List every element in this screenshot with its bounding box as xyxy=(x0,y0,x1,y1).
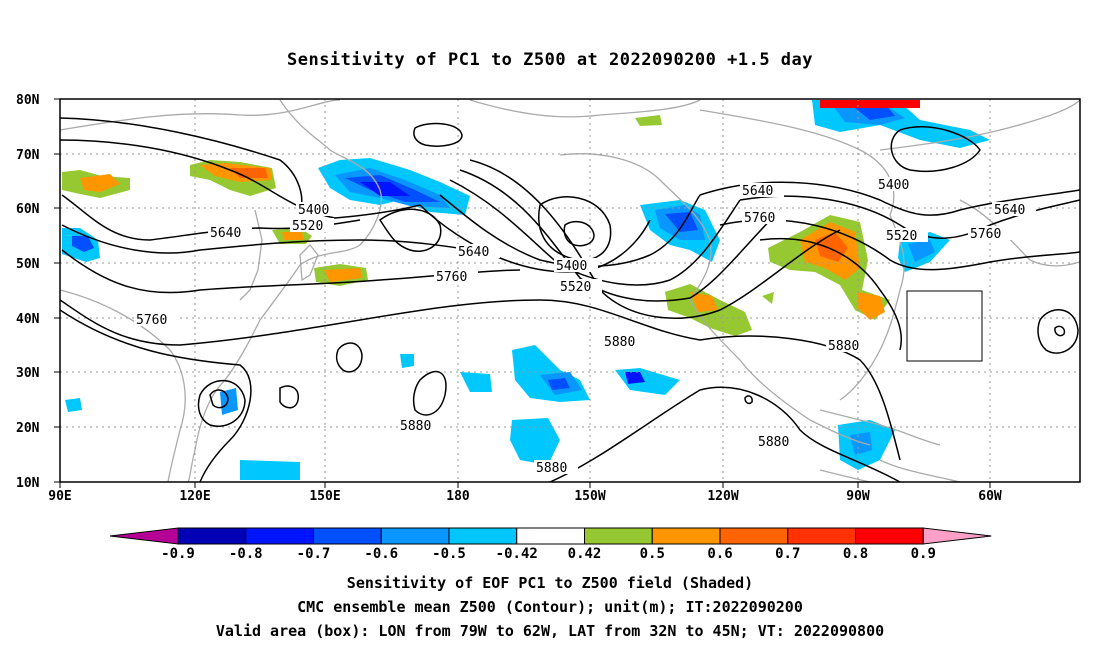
coastlines xyxy=(60,99,1080,482)
lat-label: 10N xyxy=(16,476,40,491)
contour-label: 5520 xyxy=(886,229,917,244)
colorbar-segment xyxy=(380,527,450,545)
caption-line-2: CMC ensemble mean Z500 (Contour); unit(m… xyxy=(297,598,803,616)
lon-label: 120W xyxy=(707,489,738,504)
colorbar-label: 0.9 xyxy=(911,546,936,562)
colorbar-label: -0.8 xyxy=(229,546,263,562)
lat-label: 20N xyxy=(16,421,40,436)
colorbar-segment xyxy=(651,527,721,545)
colorbar-segment xyxy=(719,527,789,545)
caption-line-3: Valid area (box): LON from 79W to 62W, L… xyxy=(215,622,885,640)
colorbar-segment xyxy=(855,527,924,545)
colorbar-label: -0.6 xyxy=(364,546,398,562)
colorbar-label: 0.7 xyxy=(775,546,800,562)
colorbar-label: 0.5 xyxy=(640,546,665,562)
contour-label: 5520 xyxy=(560,280,591,295)
colorbar-segment xyxy=(448,527,518,545)
colorbar-segment xyxy=(177,527,247,545)
lon-label: 150E xyxy=(309,489,340,504)
contour-label: 5760 xyxy=(744,211,775,226)
caption-line-1: Sensitivity of EOF PC1 to Z500 field (Sh… xyxy=(346,574,754,592)
contour-label: 5880 xyxy=(400,419,431,434)
contour-label: 5640 xyxy=(210,226,241,241)
colorbar-label: -0.7 xyxy=(297,546,331,562)
z500-contours xyxy=(60,117,1080,482)
lon-label: 150W xyxy=(574,489,605,504)
contour-label: 5760 xyxy=(136,313,167,328)
lat-label: 80N xyxy=(16,93,40,108)
lon-label: 60W xyxy=(978,489,1002,504)
longitude-labels: 90E 120E 150E 180 150W 120W 90W 60W xyxy=(48,489,1002,504)
chart-title: Sensitivity of PC1 to Z500 at 2022090200… xyxy=(286,50,813,70)
contour-label: 5400 xyxy=(298,203,329,218)
contour-label: 5880 xyxy=(828,339,859,354)
colorbar-label: -0.42 xyxy=(496,546,538,562)
lat-label: 30N xyxy=(16,366,40,381)
colorbar-segment xyxy=(313,527,382,545)
valid-area-box xyxy=(906,290,983,362)
contour-label: 5640 xyxy=(742,184,773,199)
lon-label: 90E xyxy=(48,489,71,504)
colorbar-low-triangle xyxy=(109,527,179,545)
contour-label: 5880 xyxy=(604,335,635,350)
lon-label: 180 xyxy=(446,489,470,504)
contour-label: 5520 xyxy=(292,219,323,234)
axis-ticks xyxy=(54,98,991,488)
colorbar-segment xyxy=(245,527,314,545)
colorbar-label: 0.8 xyxy=(843,546,868,562)
lon-label: 90W xyxy=(846,489,870,504)
colorbar-label: 0.6 xyxy=(707,546,732,562)
colorbar-segment xyxy=(584,527,653,545)
lat-label: 50N xyxy=(16,257,40,272)
colorbar-label: 0.42 xyxy=(568,546,602,562)
lat-label: 60N xyxy=(16,202,40,217)
map-frame xyxy=(59,98,1081,483)
contour-label: 5760 xyxy=(970,227,1001,242)
contour-label: 5640 xyxy=(994,203,1025,218)
colorbar: -0.9 -0.8 -0.7 -0.6 -0.5 -0.42 0.42 0.5 0.6 0.7 0.… xyxy=(109,527,992,562)
contour-label: 5760 xyxy=(436,270,467,285)
lat-label: 70N xyxy=(16,148,40,163)
colorbar-high-triangle xyxy=(922,527,992,545)
contour-label: 5400 xyxy=(878,178,909,193)
contour-label: 5880 xyxy=(536,461,567,476)
lon-label: 120E xyxy=(179,489,210,504)
colorbar-segment xyxy=(516,527,585,545)
latitude-labels: 80N 70N 60N 50N 40N 30N 20N 10N xyxy=(16,93,40,491)
colorbar-segment xyxy=(787,527,856,545)
lat-label: 40N xyxy=(16,312,40,327)
contour-label: 5400 xyxy=(556,259,587,274)
contour-labels: 5400 5520 5640 5640 5760 5760 5400 5520 … xyxy=(134,177,1036,476)
colorbar-label: -0.5 xyxy=(432,546,466,562)
contour-label: 5880 xyxy=(758,435,789,450)
contour-label: 5640 xyxy=(458,245,489,260)
colorbar-label: -0.9 xyxy=(161,546,195,562)
